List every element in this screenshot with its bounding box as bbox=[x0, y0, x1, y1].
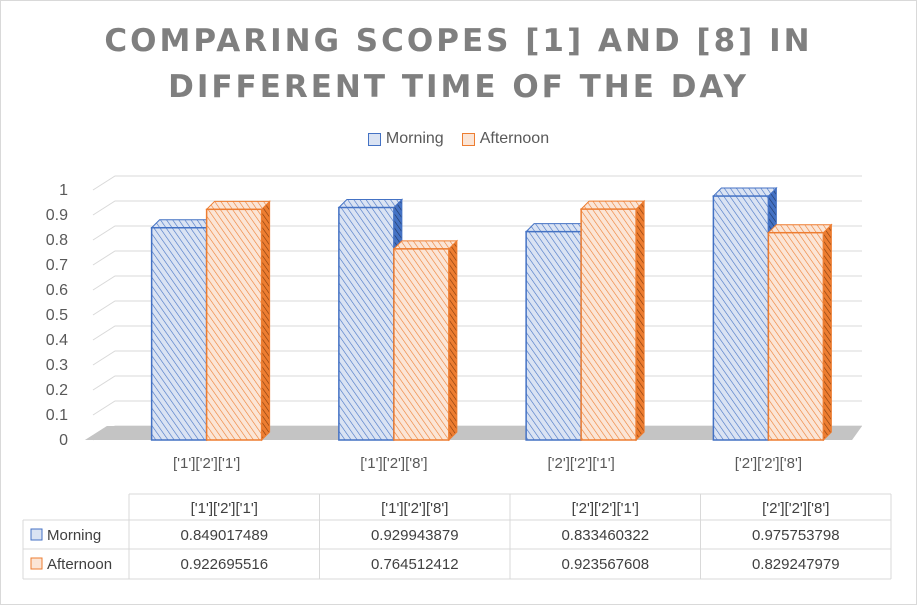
table-cell-morning-0: 0.849017489 bbox=[180, 527, 268, 544]
bar-front-afternoon-0 bbox=[205, 208, 263, 441]
y-tick-label-6: 0.6 bbox=[46, 282, 68, 299]
x-category-label-1: ['1']['2']['8'] bbox=[360, 455, 427, 472]
legend-entry-afternoon: Afternoon bbox=[461, 130, 550, 148]
table-cell-morning-1: 0.929943879 bbox=[371, 527, 459, 544]
bar-side-afternoon-0 bbox=[261, 200, 271, 442]
table-cell-afternoon-2: 0.923567608 bbox=[561, 556, 649, 573]
bar-morning-3 bbox=[712, 186, 778, 442]
chart-title-line-1: COMPARING SCOPES [1] AND [8] IN bbox=[104, 23, 813, 59]
chart-legend: Morning Afternoon bbox=[0, 130, 917, 148]
bar-morning-2 bbox=[524, 222, 591, 442]
table-header-3: ['2']['2']['8'] bbox=[762, 500, 829, 517]
bar-front-morning-1 bbox=[338, 206, 395, 441]
y-tick-label-9: 0.9 bbox=[46, 207, 68, 224]
y-tick-label-1: 0.1 bbox=[46, 407, 68, 424]
table-row-label-morning: Morning bbox=[47, 527, 101, 544]
gridline-10 bbox=[92, 175, 862, 191]
bar-morning-0 bbox=[150, 218, 216, 442]
bar-side-afternoon-2 bbox=[635, 199, 645, 442]
bar-morning-1 bbox=[337, 198, 404, 442]
y-tick-label-5: 0.5 bbox=[46, 307, 68, 324]
y-tick-label-10: 1 bbox=[59, 182, 68, 199]
legend-swatch-morning bbox=[367, 132, 381, 146]
bar-top-afternoon-2 bbox=[579, 200, 646, 210]
y-tick-label-4: 0.4 bbox=[46, 332, 68, 349]
x-category-label-3: ['2']['2']['8'] bbox=[735, 455, 802, 472]
y-tick-label-7: 0.7 bbox=[46, 257, 68, 274]
legend-label-morning: Morning bbox=[385, 130, 444, 147]
bar-front-afternoon-2 bbox=[580, 208, 637, 441]
y-tick-label-2: 0.2 bbox=[46, 382, 68, 399]
y-tick-label-0: 0 bbox=[59, 432, 68, 449]
bar-top-afternoon-1 bbox=[392, 240, 459, 250]
table-header-1: ['1']['2']['8'] bbox=[381, 500, 448, 517]
table-swatch-afternoon bbox=[30, 557, 43, 570]
bar-top-morning-0 bbox=[150, 219, 216, 229]
bar-side-afternoon-1 bbox=[448, 239, 458, 442]
legend-swatch-afternoon bbox=[461, 132, 475, 146]
table-cell-afternoon-1: 0.764512412 bbox=[371, 556, 459, 573]
bar-top-morning-2 bbox=[524, 223, 591, 233]
bar-afternoon-3 bbox=[767, 223, 833, 442]
table-header-2: ['2']['2']['1'] bbox=[572, 500, 639, 517]
bar-front-morning-3 bbox=[712, 195, 770, 441]
bar-top-afternoon-3 bbox=[767, 224, 833, 234]
y-tick-label-3: 0.3 bbox=[46, 357, 68, 374]
bar-top-morning-3 bbox=[712, 187, 778, 197]
bar-front-afternoon-1 bbox=[393, 248, 450, 441]
table-cell-morning-3: 0.975753798 bbox=[752, 527, 840, 544]
table-header-0: ['1']['2']['1'] bbox=[191, 500, 258, 517]
bar-afternoon-0 bbox=[205, 200, 271, 442]
bar-front-morning-2 bbox=[525, 230, 582, 441]
bar-front-morning-0 bbox=[150, 226, 208, 441]
legend-entry-morning: Morning bbox=[367, 130, 444, 148]
bar-afternoon-1 bbox=[392, 239, 459, 442]
chart-title: COMPARING SCOPES [1] AND [8] IN DIFFEREN… bbox=[40, 18, 877, 110]
bar-front-afternoon-3 bbox=[767, 231, 825, 441]
table-cell-afternoon-3: 0.829247979 bbox=[752, 556, 840, 573]
x-category-label-2: ['2']['2']['1'] bbox=[548, 455, 615, 472]
bar-top-afternoon-0 bbox=[205, 200, 271, 210]
bar-side-afternoon-3 bbox=[822, 223, 832, 442]
legend-label-afternoon: Afternoon bbox=[479, 130, 550, 147]
table-cell-afternoon-0: 0.922695516 bbox=[180, 556, 268, 573]
table-row-label-afternoon: Afternoon bbox=[47, 556, 112, 573]
table-cell-morning-2: 0.833460322 bbox=[561, 527, 649, 544]
chart-title-line-2: DIFFERENT TIME OF THE DAY bbox=[168, 69, 749, 105]
chart-floor-shade bbox=[85, 426, 862, 440]
x-category-label-0: ['1']['2']['1'] bbox=[173, 455, 240, 472]
bar-afternoon-2 bbox=[579, 199, 646, 442]
y-tick-label-8: 0.8 bbox=[46, 232, 68, 249]
table-swatch-morning bbox=[30, 528, 43, 541]
bar-top-morning-1 bbox=[337, 199, 404, 209]
